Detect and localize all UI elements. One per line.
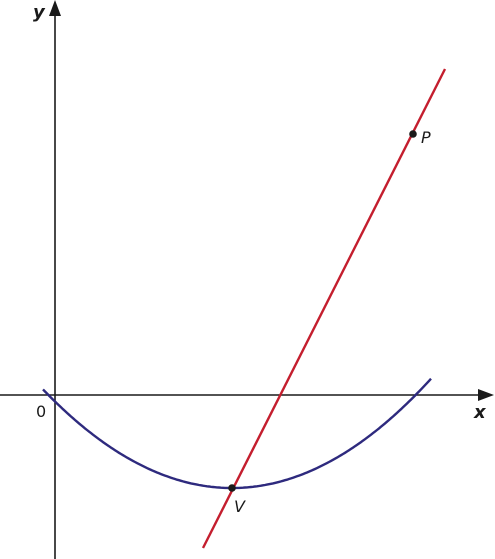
x-axis-label: x — [473, 402, 487, 423]
x-axis-arrowhead — [478, 389, 494, 401]
vertex-label: V — [234, 497, 246, 516]
y-axis-label: y — [33, 2, 46, 23]
y-axis-arrowhead — [49, 0, 61, 16]
origin-label: 0 — [36, 402, 46, 421]
point-v-dot — [228, 484, 236, 492]
point-p-label: P — [421, 128, 431, 147]
parabola-curve — [42, 377, 432, 490]
line-through-v-and-p — [201, 68, 447, 549]
point-p-dot — [409, 130, 417, 138]
